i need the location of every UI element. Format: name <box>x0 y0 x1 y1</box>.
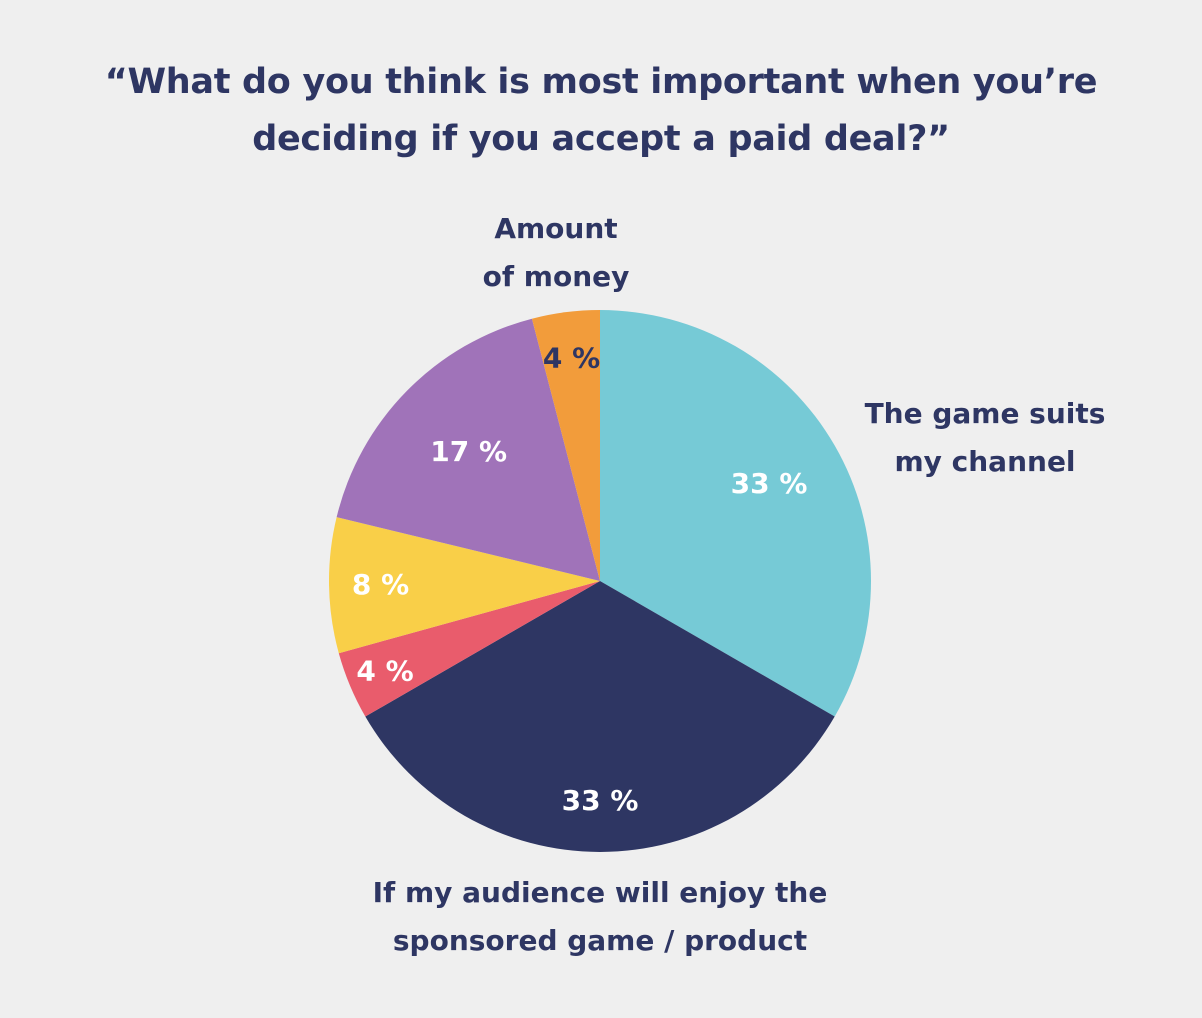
slice-label-amount-of-money: Amount of money <box>456 205 656 301</box>
pie-slices <box>329 310 871 852</box>
pie-value-label-3: 4 % <box>356 655 413 688</box>
chart-title-line-1: “What do you think is most important whe… <box>104 62 1098 102</box>
pie-value-label-1: 33 % <box>731 467 808 500</box>
slice-label-amount-of-money-line-2: of money <box>482 260 630 293</box>
pie-slice-5 <box>336 318 600 581</box>
pie-value-label-5: 17 % <box>430 435 507 468</box>
slice-label-audience-enjoy-line-1: If my audience will enjoy the <box>372 876 828 909</box>
slice-label-game-suits-channel-line-1: The game suits <box>864 397 1106 430</box>
pie-slice-1 <box>600 310 871 717</box>
slice-label-game-suits-channel: The game suits my channel <box>850 390 1120 486</box>
slice-label-amount-of-money-line-1: Amount <box>494 212 618 245</box>
slice-label-audience-enjoy: If my audience will enjoy the sponsored … <box>330 869 870 965</box>
pie-value-label-2: 33 % <box>562 784 639 817</box>
chart-title: “What do you think is most important whe… <box>0 54 1202 168</box>
pie-slice-4 <box>329 517 600 654</box>
pie-slice-2 <box>365 581 835 852</box>
pie-slice-6 <box>531 310 600 581</box>
pie-value-label-4: 8 % <box>352 568 409 601</box>
slice-label-game-suits-channel-line-2: my channel <box>894 445 1076 478</box>
pie-value-labels: 33 % 33 % 4 % 8 % 17 % 4 % <box>352 341 808 817</box>
pie-value-label-6: 4 % <box>543 341 600 374</box>
slice-label-audience-enjoy-line-2: sponsored game / product <box>392 924 808 957</box>
pie-slice-3 <box>338 581 600 717</box>
chart-title-line-2: deciding if you accept a paid deal?” <box>252 119 950 159</box>
